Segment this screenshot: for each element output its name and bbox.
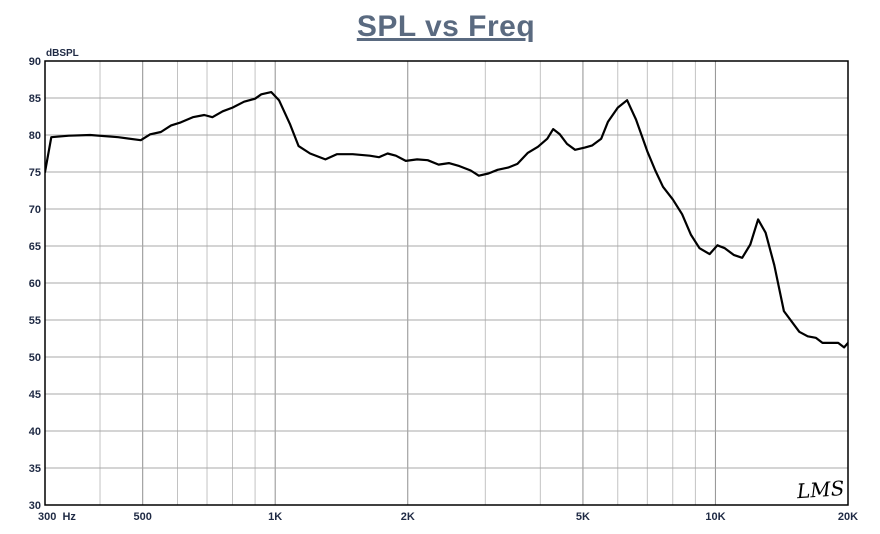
y-axis-label: dBSPL (46, 48, 79, 59)
y-tick-label: 40 (29, 426, 41, 438)
x-tick-label: 5K (576, 511, 590, 523)
curve-layer (45, 91, 848, 349)
x-tick-label: 500 (133, 511, 151, 523)
plot-frame (44, 60, 849, 506)
y-tick-label: 30 (29, 500, 41, 512)
y-tick-label: 70 (29, 204, 41, 216)
x-tick-label: 2K (401, 511, 415, 523)
y-tick-label: 50 (29, 352, 41, 364)
y-tick-label: 90 (29, 56, 41, 68)
y-tick-label: 35 (29, 463, 41, 475)
y-tick-label: 55 (29, 315, 41, 327)
x-tick-label: 300 Hz (38, 511, 76, 523)
y-tick-label: 85 (29, 93, 41, 105)
spl-curve (45, 91, 848, 349)
x-tick-label: 20K (838, 511, 858, 523)
y-tick-labels: 30 35 40 45 50 55 60 65 70 75 80 85 90 (29, 56, 41, 512)
y-tick-label: 45 (29, 389, 41, 401)
x-tick-labels: 300 Hz 500 1K 2K 5K 10K 20K (38, 511, 858, 523)
y-tick-label: 60 (29, 278, 41, 290)
y-tick-label: 75 (29, 167, 41, 179)
grid-major (45, 97, 848, 469)
y-tick-label: 65 (29, 241, 41, 253)
y-tick-label: 80 (29, 130, 41, 142)
x-tick-label: 10K (705, 511, 725, 523)
lms-logo: LMS (795, 476, 845, 503)
chart-title: SPL vs Freq (356, 10, 536, 43)
x-tick-label: 1K (268, 511, 282, 523)
